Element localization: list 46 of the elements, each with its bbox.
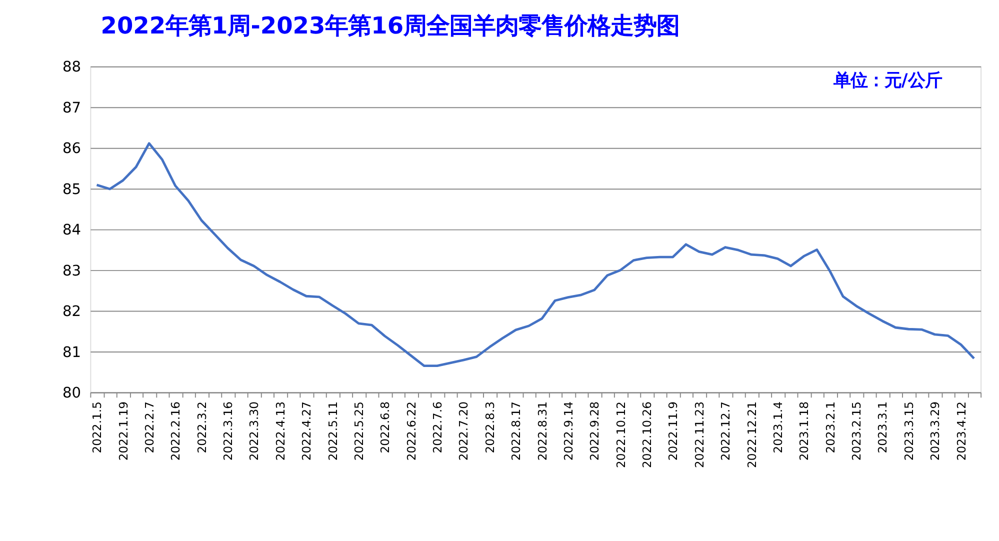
x-tick-label: 2022.1.5 — [90, 401, 104, 454]
x-tick-label: 2023.1.4 — [770, 401, 785, 454]
x-tick-label: 2022.4.27 — [300, 401, 314, 461]
y-tick-label: 88 — [62, 60, 81, 76]
y-tick-label: 85 — [62, 182, 81, 198]
x-tick-label: 2023.2.15 — [850, 401, 864, 461]
y-tick-label: 87 — [62, 100, 81, 116]
x-tick-label: 2023.1.18 — [797, 401, 812, 461]
x-tick-label: 2023.3.15 — [902, 401, 916, 461]
x-tick-label: 2022.5.25 — [352, 401, 366, 461]
x-tick-label: 2022.6.22 — [404, 401, 418, 461]
x-tick-label: 2022.1.19 — [116, 401, 130, 461]
x-tick-label: 2022.11.9 — [666, 401, 680, 461]
x-tick-label: 2023.4.12 — [954, 401, 968, 461]
x-tick-label: 2022.4.13 — [273, 401, 288, 461]
x-tick-label: 2022.3.16 — [221, 401, 236, 461]
chart-title: 2022年第1周-2023年第16周全国羊肉零售价格走势图 — [100, 12, 680, 40]
x-tick-label: 2022.2.7 — [142, 401, 156, 454]
x-tick-label: 2022.3.30 — [247, 401, 262, 461]
x-tick-label: 2022.3.2 — [194, 401, 209, 454]
x-tick-label: 2022.2.16 — [168, 401, 183, 461]
x-tick-label: 2022.8.3 — [482, 401, 497, 454]
x-tick-label: 2023.3.29 — [928, 401, 942, 461]
x-tick-label: 2023.2.1 — [823, 401, 838, 454]
y-tick-label: 80 — [62, 386, 81, 402]
x-tick-label: 2022.12.21 — [744, 401, 759, 468]
annotation: 单位：元/公斤 — [832, 70, 942, 91]
y-tick-label: 82 — [62, 304, 81, 320]
y-tick-label: 81 — [62, 344, 81, 361]
x-tick-label: 2022.11.23 — [692, 401, 706, 468]
x-tick-label: 2022.5.11 — [326, 401, 340, 461]
y-tick-label: 84 — [62, 222, 81, 239]
x-tick-label: 2022.9.28 — [588, 401, 602, 461]
x-tick-label: 2022.9.14 — [561, 401, 576, 461]
x-tick-label: 2022.12.7 — [718, 401, 733, 461]
x-tick-label: 2022.8.31 — [535, 401, 550, 461]
x-tick-label: 2022.7.6 — [430, 401, 445, 454]
x-tick-label: 2022.10.12 — [614, 401, 628, 468]
x-tick-label: 2022.8.17 — [509, 401, 524, 461]
x-tick-label: 2023.3.1 — [876, 401, 890, 454]
x-tick-label: 2022.10.26 — [640, 401, 654, 468]
y-tick-label: 83 — [62, 263, 81, 280]
x-tick-label: 2022.6.8 — [378, 401, 392, 454]
line-series — [96, 142, 976, 368]
x-tick-label: 2022.7.20 — [456, 401, 471, 461]
y-tick-label: 86 — [62, 141, 81, 158]
